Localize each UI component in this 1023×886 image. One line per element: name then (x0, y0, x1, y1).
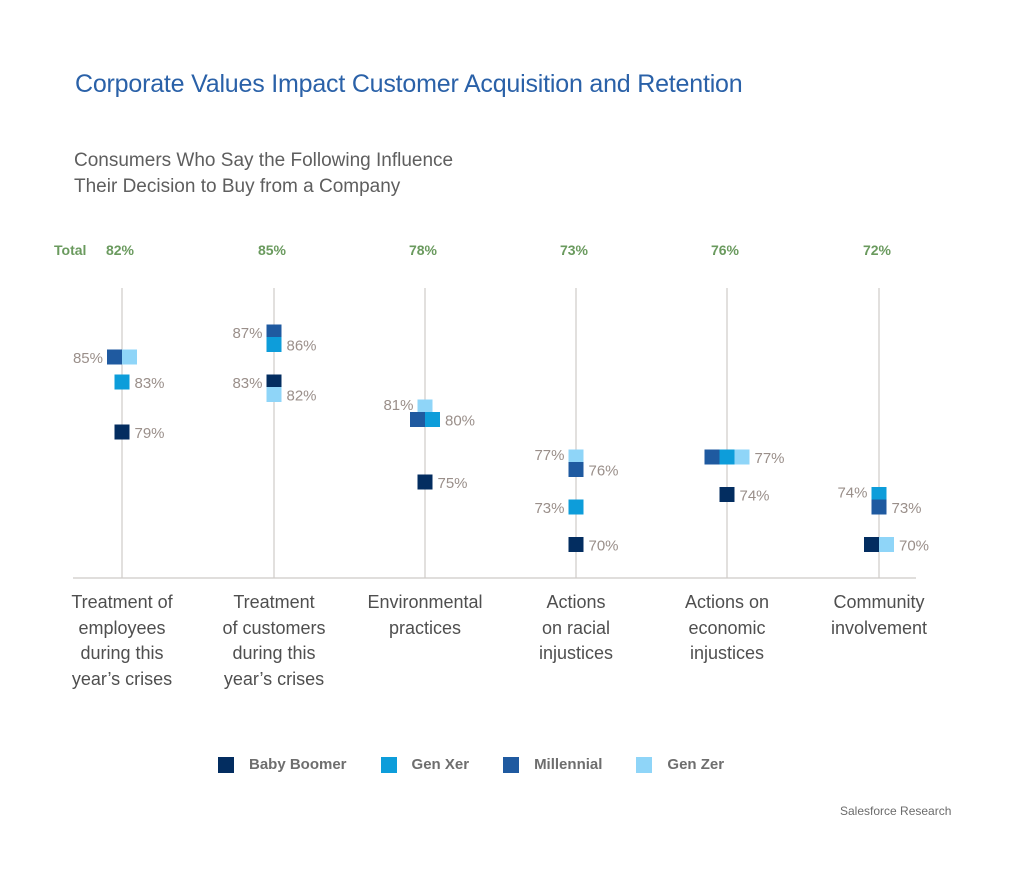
category-label: Actions on economic injustices (684, 592, 770, 663)
value-label: 74% (740, 488, 770, 505)
marker-gen-xer (114, 374, 130, 390)
value-label: 70% (899, 538, 929, 555)
value-label: 83% (135, 375, 165, 392)
marker-gen-xer (719, 449, 735, 465)
legend-item-gen-zer: Gen Zer (636, 756, 724, 773)
category-label: Community involvement (830, 592, 928, 638)
marker-baby-boomer (568, 537, 584, 552)
legend-label: Baby Boomer (249, 756, 347, 773)
legend-swatch-gen-xer (380, 756, 397, 773)
legend-swatch-millennial (503, 756, 520, 773)
value-label: 73% (892, 500, 922, 517)
value-label: 77% (534, 447, 564, 464)
marker-gen-zer (879, 537, 894, 552)
value-label: 81% (383, 397, 413, 414)
value-label: 87% (232, 325, 262, 342)
legend-item-baby-boomer: Baby Boomer (218, 756, 347, 773)
value-label: 80% (445, 413, 475, 430)
legend: Baby Boomer Gen Xer Millennial Gen Zer (218, 756, 758, 773)
legend-label: Millennial (534, 756, 603, 773)
value-label: 83% (232, 375, 262, 392)
value-label: 74% (837, 485, 867, 502)
legend-item-gen-xer: Gen Xer (380, 756, 470, 773)
subtitle-line-1: Consumers Who Say the Following Influenc… (74, 150, 454, 171)
marker-gen-zer (734, 449, 750, 465)
marker-millennial (266, 324, 282, 340)
value-label: 77% (755, 450, 785, 467)
source-credit: Salesforce Research (840, 804, 952, 818)
legend-swatch-baby-boomer (218, 756, 234, 773)
legend-label: Gen Zer (667, 756, 725, 773)
value-label: 85% (73, 350, 103, 367)
total-value: 76% (711, 242, 740, 258)
value-label: 75% (438, 475, 468, 492)
legend-swatch-gen-zer (636, 756, 653, 773)
marker-millennial (410, 412, 425, 427)
marker-baby-boomer (864, 537, 879, 552)
total-value: 78% (409, 242, 438, 258)
value-label: 73% (534, 500, 564, 517)
marker-baby-boomer (114, 424, 130, 440)
total-label: Total (54, 242, 86, 258)
total-value: 85% (258, 242, 287, 258)
category-label: Treatment of employees during this year’… (71, 592, 173, 689)
marker-baby-boomer (417, 474, 433, 490)
chart-title: Corporate Values Impact Customer Acquisi… (75, 70, 743, 98)
marker-gen-xer (568, 499, 584, 515)
marker-millennial (107, 349, 122, 365)
marker-gen-zer (266, 387, 282, 402)
total-value: 82% (106, 242, 135, 258)
category-label: Treatment of customers during this year’… (222, 592, 326, 689)
total-value: 73% (560, 242, 589, 258)
marker-gen-zer (417, 399, 433, 415)
marker-gen-xer (871, 487, 887, 502)
category-label: Environmental practices (367, 592, 483, 638)
legend-label: Gen Xer (411, 756, 470, 773)
value-label: 70% (589, 538, 619, 555)
legend-item-millennial: Millennial (503, 756, 602, 773)
marker-gen-xer (266, 337, 282, 352)
marker-millennial (871, 499, 887, 515)
marker-baby-boomer (266, 374, 282, 390)
marker-millennial (704, 449, 720, 465)
value-label: 79% (135, 425, 165, 442)
value-label: 86% (287, 338, 317, 355)
marker-gen-xer (425, 412, 440, 427)
total-value: 72% (863, 242, 892, 258)
chart-subtitle: Consumers Who Say the Following Influenc… (74, 148, 453, 200)
marker-gen-zer (568, 449, 584, 465)
marker-baby-boomer (719, 487, 735, 502)
category-label: Actions on racial injustices (538, 592, 614, 663)
value-label: 82% (287, 388, 317, 405)
value-label: 76% (589, 463, 619, 480)
marker-gen-zer (122, 349, 137, 365)
subtitle-line-2: Their Decision to Buy from a Company (74, 176, 401, 197)
marker-millennial (568, 462, 584, 477)
